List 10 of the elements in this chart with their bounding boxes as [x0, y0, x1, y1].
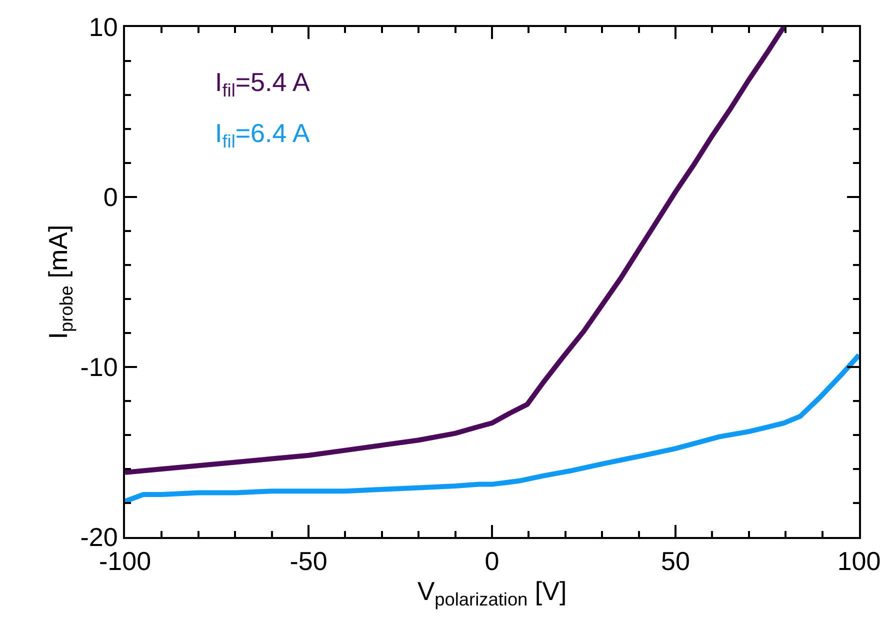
text: I$_{fil}$=6.4 A	[215, 118, 310, 152]
x-tick-label: 50	[661, 546, 690, 576]
x-axis-title: V$_{polarization}$ [V]	[417, 576, 567, 610]
x-tick-label: -50	[290, 546, 328, 576]
x-tick-label: 0	[484, 546, 500, 576]
x-tick-label: 100	[837, 546, 881, 576]
y-tick-label: 0	[103, 182, 118, 212]
y-tick-label: 10	[88, 12, 118, 42]
text: I$_{fil}$=5.4 A	[215, 67, 310, 100]
y-tick-label: -10	[80, 352, 118, 382]
